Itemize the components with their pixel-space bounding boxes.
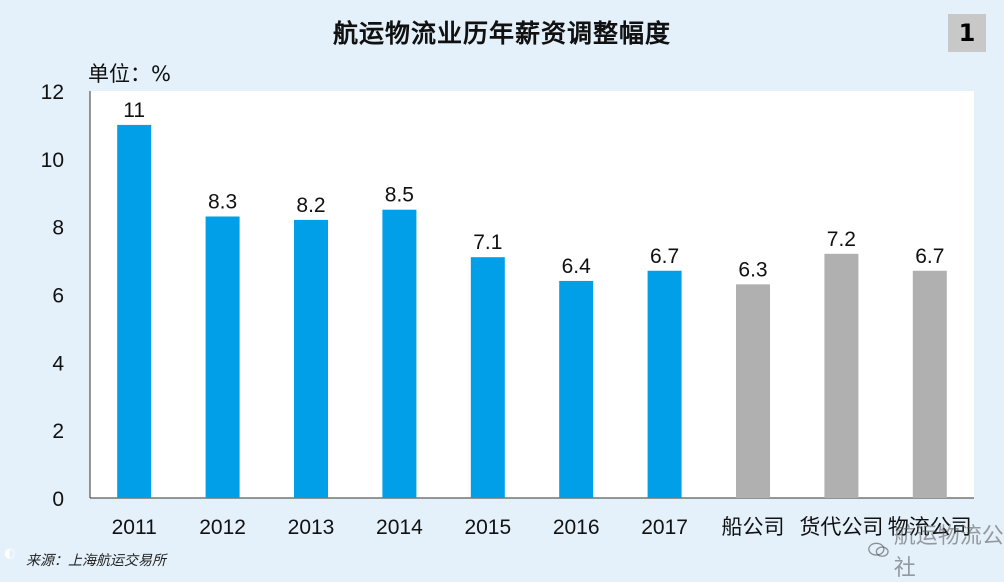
x-tick-label: 2012 bbox=[199, 516, 246, 539]
bar bbox=[824, 253, 859, 498]
wechat-icon bbox=[868, 542, 889, 557]
y-tick-label: 8 bbox=[52, 217, 64, 240]
bar bbox=[117, 124, 152, 499]
corner-watermark-icon: ◐ bbox=[4, 546, 16, 561]
y-tick-label: 0 bbox=[52, 488, 64, 511]
bar bbox=[205, 216, 240, 498]
bar bbox=[647, 270, 682, 498]
bar bbox=[736, 284, 770, 498]
watermark: 航运物流公社 bbox=[868, 518, 1004, 582]
y-tick-label: 2 bbox=[52, 420, 64, 443]
chart-title: 航运物流业历年薪资调整幅度 bbox=[332, 19, 671, 48]
bar bbox=[559, 280, 594, 498]
data-label: 8.3 bbox=[208, 190, 237, 213]
y-tick-label: 6 bbox=[52, 285, 64, 308]
x-tick-label: 2015 bbox=[464, 516, 511, 539]
y-tick-label: 4 bbox=[52, 352, 64, 375]
x-tick-label: 2016 bbox=[553, 516, 600, 539]
data-label: 6.7 bbox=[915, 245, 944, 268]
data-label: 8.2 bbox=[296, 194, 325, 217]
x-tick-label: 船公司 bbox=[722, 516, 785, 539]
data-label: 7.1 bbox=[473, 231, 502, 254]
data-label: 11 bbox=[123, 99, 145, 122]
x-tick-label: 2014 bbox=[376, 516, 423, 539]
x-tick-label: 2011 bbox=[112, 516, 157, 539]
data-label: 6.7 bbox=[650, 245, 679, 268]
data-label: 6.4 bbox=[562, 255, 592, 278]
x-tick-label: 2017 bbox=[641, 516, 688, 539]
bar bbox=[470, 257, 505, 498]
data-label: 6.3 bbox=[738, 258, 767, 281]
bar bbox=[912, 270, 947, 498]
y-tick-label: 12 bbox=[41, 81, 64, 104]
x-tick-label: 2013 bbox=[288, 516, 335, 539]
data-label: 8.5 bbox=[385, 184, 414, 207]
bar bbox=[294, 219, 328, 498]
bar bbox=[382, 209, 417, 499]
x-tick-label: 物流公司 bbox=[888, 516, 972, 539]
page-number-badge: 1 bbox=[948, 14, 986, 52]
unit-label: 单位：% bbox=[88, 62, 171, 86]
data-label: 7.2 bbox=[827, 228, 856, 251]
source-note: 来源：上海航运交易所 bbox=[26, 553, 166, 569]
y-tick-label: 10 bbox=[41, 149, 64, 172]
x-tick-label: 货代公司 bbox=[799, 516, 883, 539]
watermark-text: 航运物流公社 bbox=[893, 524, 1004, 581]
